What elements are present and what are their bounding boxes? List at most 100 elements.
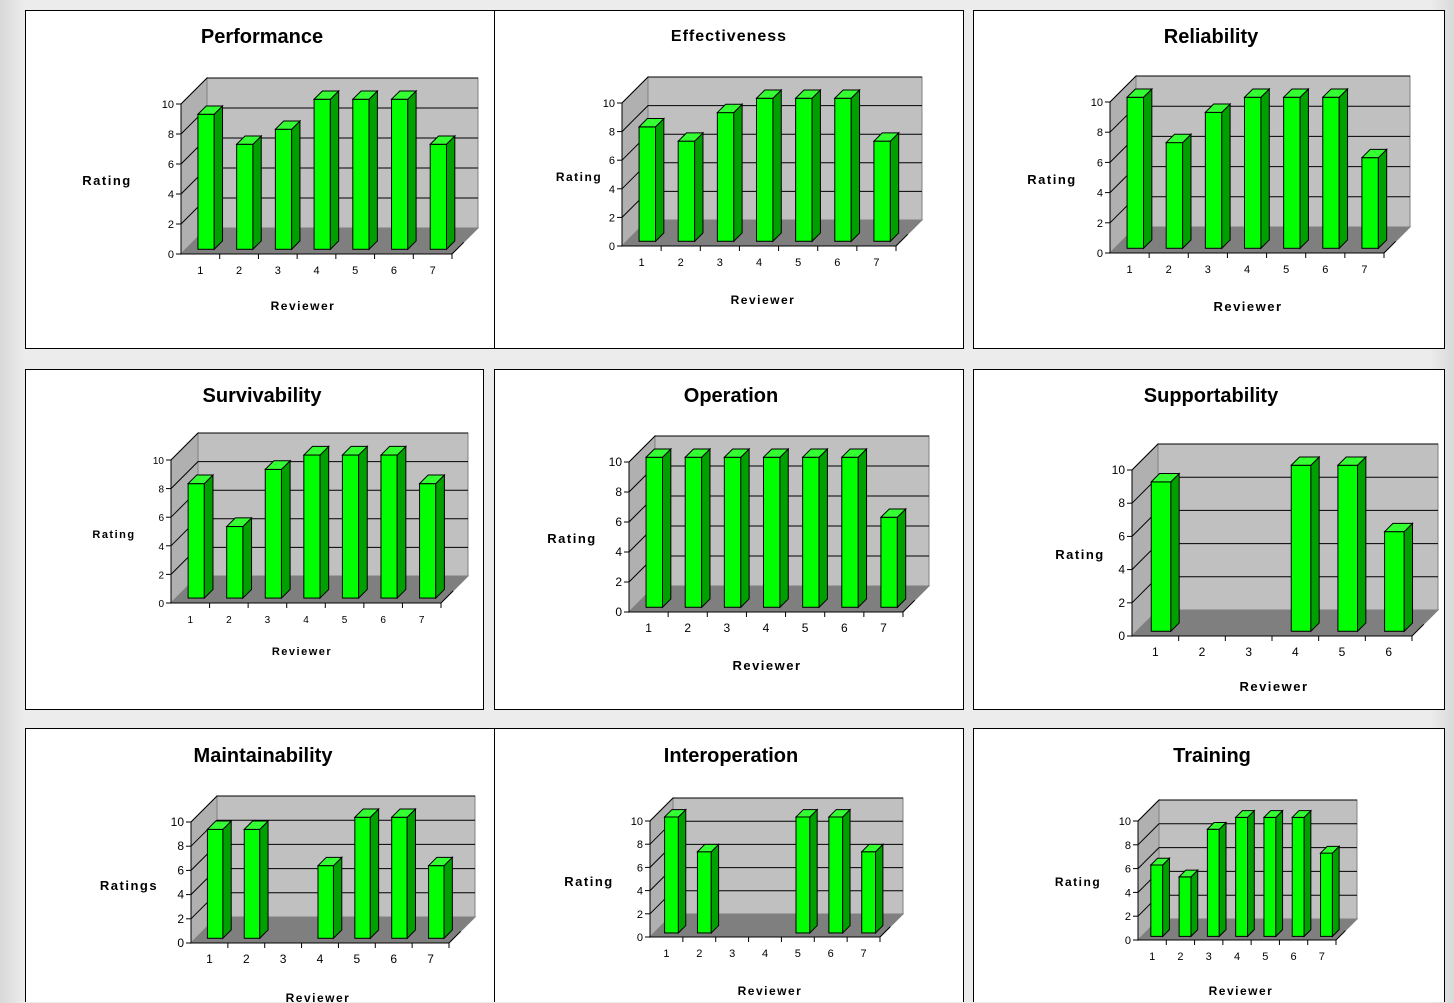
bar-side bbox=[1303, 809, 1312, 938]
bar-front bbox=[1290, 464, 1312, 632]
bar-front bbox=[1263, 816, 1277, 937]
chart-panel-performance: Performance Rating Reviewer 0 2 4 6 8 10 1 2 3 4 5… bbox=[25, 10, 496, 349]
x-tick-label: 7 bbox=[1361, 264, 1367, 276]
bar bbox=[264, 459, 292, 600]
bar-top bbox=[1206, 822, 1228, 830]
x-axis-label: Reviewer bbox=[1239, 679, 1308, 694]
bar bbox=[644, 447, 673, 609]
y-axis-label: Rating bbox=[82, 173, 131, 188]
bar bbox=[353, 807, 380, 940]
bar-side bbox=[1182, 133, 1192, 250]
y-tick-label: 0 bbox=[1118, 629, 1125, 643]
bar-top bbox=[644, 448, 673, 458]
bar-front bbox=[861, 851, 877, 934]
x-axis-label: Reviewer bbox=[738, 984, 803, 998]
bar bbox=[1243, 87, 1271, 250]
y-tick-label: 10 bbox=[1112, 463, 1126, 477]
x-tick-label: 4 bbox=[756, 257, 762, 269]
bar-front bbox=[834, 97, 852, 242]
bar-top bbox=[1204, 103, 1232, 113]
x-tick-label: 7 bbox=[861, 948, 867, 960]
bar bbox=[1282, 87, 1310, 250]
bar-side bbox=[1162, 857, 1170, 938]
bar-top bbox=[1165, 133, 1193, 144]
bar-top bbox=[312, 90, 340, 100]
x-tick-label: 1 bbox=[197, 265, 203, 277]
bar-side bbox=[407, 89, 417, 251]
x-tick-label: 4 bbox=[317, 952, 324, 966]
x-tick-label: 2 bbox=[684, 621, 691, 635]
x-tick-label: 2 bbox=[243, 952, 250, 966]
bar-side bbox=[772, 88, 782, 243]
x-tick-label: 5 bbox=[1262, 951, 1268, 963]
bar bbox=[1383, 522, 1414, 633]
bar-top bbox=[186, 474, 215, 485]
x-tick-label: 3 bbox=[1206, 951, 1212, 963]
bar-front bbox=[391, 98, 409, 250]
bar-side bbox=[1331, 845, 1340, 938]
bar bbox=[1319, 845, 1341, 938]
bar bbox=[196, 104, 224, 251]
bar-front bbox=[313, 98, 331, 250]
bar-top bbox=[206, 820, 233, 830]
gridline bbox=[1137, 847, 1357, 869]
x-tick-label: 2 bbox=[696, 948, 702, 960]
x-tick-label: 6 bbox=[380, 615, 386, 626]
x-tick-label: 5 bbox=[342, 615, 348, 626]
y-tick-label: 0 bbox=[1097, 248, 1103, 260]
x-tick-label: 7 bbox=[430, 265, 436, 277]
y-axis-label: Rating bbox=[564, 874, 613, 889]
bar-top bbox=[302, 445, 330, 456]
bar-top bbox=[716, 103, 744, 114]
bar bbox=[1321, 87, 1349, 250]
bar bbox=[1149, 857, 1171, 938]
bar-side bbox=[242, 516, 253, 600]
bar bbox=[418, 473, 446, 600]
x-tick-label: 3 bbox=[275, 265, 281, 277]
bar-top bbox=[1282, 88, 1310, 98]
bar-front bbox=[696, 851, 712, 934]
y-tick-label: 0 bbox=[168, 249, 174, 261]
bar bbox=[429, 134, 457, 251]
y-tick-label: 4 bbox=[158, 542, 164, 553]
bar-front bbox=[226, 526, 244, 599]
x-axis-label: Reviewer bbox=[1213, 299, 1282, 314]
bar-side bbox=[259, 819, 269, 940]
bar-top bbox=[429, 135, 457, 145]
bar-front bbox=[236, 143, 254, 250]
bar-front bbox=[1384, 531, 1405, 632]
bar-side bbox=[252, 134, 262, 251]
y-tick-label: 0 bbox=[1125, 935, 1131, 947]
x-axis-label: Reviewer bbox=[271, 299, 336, 313]
bar-side bbox=[818, 447, 828, 609]
bar-side bbox=[445, 134, 456, 251]
x-tick-label: 5 bbox=[802, 621, 809, 635]
bar-top bbox=[390, 90, 418, 100]
bar-side bbox=[701, 447, 711, 609]
x-tick-label: 6 bbox=[834, 257, 840, 269]
y-tick-label: 8 bbox=[1125, 840, 1131, 852]
bar-front bbox=[380, 454, 398, 599]
x-axis-label: Reviewer bbox=[272, 646, 332, 658]
bar-front bbox=[1361, 157, 1379, 249]
x-tick-label: 7 bbox=[880, 621, 887, 635]
bar bbox=[316, 856, 343, 940]
y-tick-label: 4 bbox=[168, 189, 174, 201]
bar-top bbox=[677, 132, 705, 142]
bar-front bbox=[795, 97, 813, 242]
bar bbox=[860, 843, 885, 935]
bar-top bbox=[1125, 88, 1154, 98]
y-tick-label: 6 bbox=[1125, 864, 1131, 876]
bar-top bbox=[274, 120, 302, 130]
bar bbox=[833, 88, 861, 243]
y-tick-label: 2 bbox=[168, 219, 174, 231]
x-axis-end bbox=[448, 930, 462, 944]
bar bbox=[762, 447, 790, 609]
y-tick-label: 0 bbox=[177, 936, 184, 950]
gridline bbox=[190, 819, 475, 847]
chart-title: Operation bbox=[684, 385, 778, 407]
bar-side bbox=[1218, 821, 1227, 938]
x-tick-label: 2 bbox=[678, 257, 684, 269]
bar bbox=[225, 516, 253, 600]
bar-side bbox=[875, 843, 884, 935]
